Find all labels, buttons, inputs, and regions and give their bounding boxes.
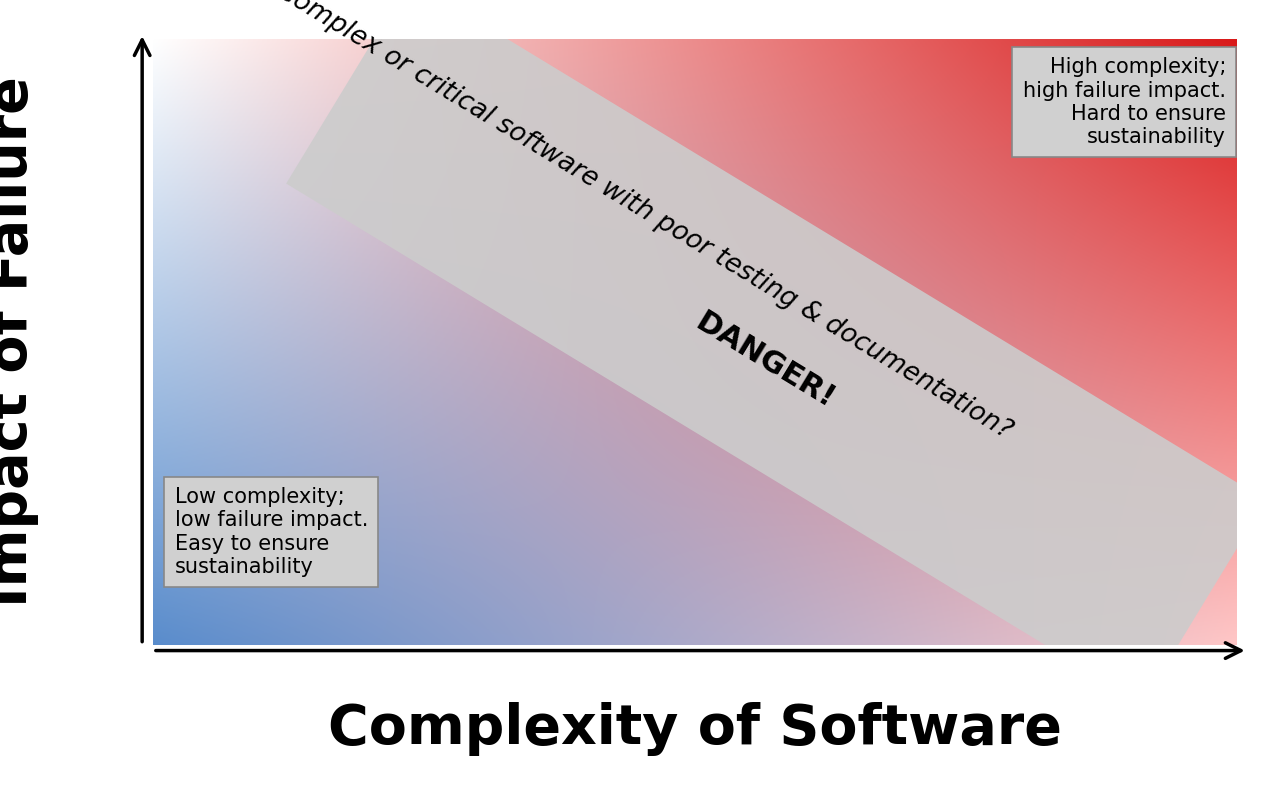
Text: Complexity of Software: Complexity of Software bbox=[328, 702, 1062, 756]
Text: Impact of Failure: Impact of Failure bbox=[0, 76, 40, 608]
Polygon shape bbox=[286, 0, 1266, 704]
Text: Complex or critical software with poor testing & documentation?: Complex or critical software with poor t… bbox=[273, 0, 1016, 444]
Text: DANGER!: DANGER! bbox=[690, 307, 840, 413]
Text: High complexity;
high failure impact.
Hard to ensure
sustainability: High complexity; high failure impact. Ha… bbox=[1023, 57, 1225, 147]
Text: Low complexity;
low failure impact.
Easy to ensure
sustainability: Low complexity; low failure impact. Easy… bbox=[175, 487, 368, 577]
